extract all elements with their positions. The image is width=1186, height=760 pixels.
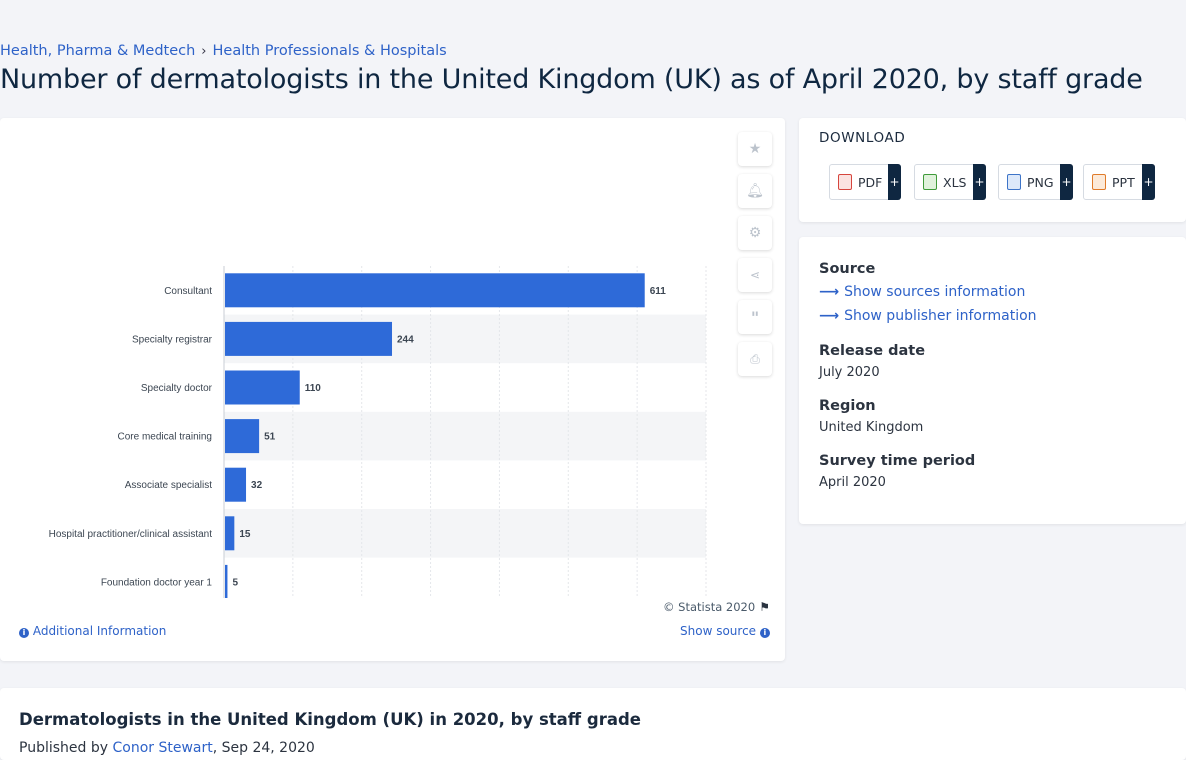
- chart-toolbar: ★ 🔔︎ ⚙ ⋖ " ⎙: [738, 132, 772, 384]
- show-source-link[interactable]: Show source i: [680, 624, 770, 638]
- published-by-prefix: Published by: [19, 740, 113, 756]
- show-publisher-label: Show publisher information: [844, 308, 1037, 324]
- settings-button[interactable]: ⚙: [738, 216, 772, 250]
- top-bar: [0, 0, 1186, 36]
- bar: [225, 467, 247, 502]
- source-info-card: Source ⟶ Show sources information ⟶ Show p…: [799, 237, 1186, 524]
- region-heading: Region: [819, 398, 876, 414]
- gear-icon: ⚙: [748, 225, 762, 241]
- category-label: Specialty doctor: [141, 383, 213, 394]
- show-sources-link[interactable]: ⟶ Show sources information: [819, 284, 1025, 300]
- category-label: Foundation doctor year 1: [101, 577, 213, 588]
- notification-button[interactable]: 🔔︎: [738, 174, 772, 208]
- value-label: 244: [397, 334, 414, 345]
- release-date-value: July 2020: [819, 365, 880, 380]
- additional-info-link[interactable]: i Additional Information: [19, 624, 166, 638]
- release-date-heading: Release date: [819, 343, 926, 359]
- favorite-button[interactable]: ★: [738, 132, 772, 166]
- bar: [225, 516, 235, 551]
- author-link[interactable]: Conor Stewart: [112, 740, 213, 756]
- breadcrumb-separator: ›: [201, 44, 207, 59]
- share-icon: ⋖: [749, 268, 761, 282]
- bar-chart: Consultant 611 Specialty registrar 244 Speci…: [49, 266, 707, 598]
- download-card: DOWNLOAD PDF + XLS + PNG + PPT +: [799, 118, 1186, 222]
- breadcrumb-item-health-professionals[interactable]: Health Professionals & Hospitals: [212, 43, 447, 59]
- survey-period-value: April 2020: [819, 475, 886, 490]
- survey-period-heading: Survey time period: [819, 453, 976, 469]
- category-label: Consultant: [164, 286, 212, 297]
- plus-icon: +: [888, 164, 901, 200]
- breadcrumb-item-health[interactable]: Health, Pharma & Medtech: [0, 43, 196, 59]
- show-source-label: Show source: [680, 624, 757, 638]
- plus-icon: +: [1060, 164, 1073, 200]
- download-pdf-label: PDF: [858, 174, 883, 190]
- value-label: 32: [251, 480, 263, 491]
- download-png-label: PNG: [1027, 174, 1054, 190]
- band-background: [224, 411, 706, 461]
- bar: [225, 273, 645, 308]
- value-label: 110: [305, 383, 322, 394]
- print-button[interactable]: ⎙: [738, 342, 772, 376]
- arrow-right-icon: ⟶: [819, 308, 840, 324]
- quote-icon: ": [750, 307, 760, 327]
- category-label: Specialty registrar: [132, 334, 213, 345]
- publish-date: , Sep 24, 2020: [212, 740, 315, 756]
- value-label: 611: [650, 286, 667, 297]
- category-label: Core medical training: [118, 432, 213, 443]
- bar: [225, 419, 260, 454]
- download-xls-label: XLS: [943, 174, 967, 190]
- category-label: Associate specialist: [125, 480, 212, 491]
- value-label: 51: [264, 432, 276, 443]
- page-title: Number of dermatologists in the United K…: [0, 64, 1143, 95]
- statista-credit: © Statista 2020 ⚑: [663, 600, 770, 614]
- share-button[interactable]: ⋖: [738, 258, 772, 292]
- bar: [225, 564, 228, 598]
- download-xls-button[interactable]: XLS +: [914, 164, 986, 200]
- download-title: DOWNLOAD: [819, 130, 906, 146]
- description-title: Dermatologists in the United Kingdom (UK…: [19, 710, 641, 729]
- description-card: Dermatologists in the United Kingdom (UK…: [0, 688, 1186, 760]
- plus-icon: +: [1142, 164, 1155, 200]
- download-ppt-button[interactable]: PPT +: [1083, 164, 1155, 200]
- category-label: Hospital practitioner/clinical assistant: [49, 529, 213, 540]
- xls-file-icon: [923, 174, 937, 190]
- star-icon: ★: [748, 141, 762, 157]
- download-ppt-label: PPT: [1112, 174, 1135, 190]
- download-png-button[interactable]: PNG +: [998, 164, 1073, 200]
- additional-info-label: Additional Information: [32, 624, 167, 638]
- region-value: United Kingdom: [819, 420, 924, 435]
- info-icon: i: [19, 628, 29, 638]
- png-file-icon: [1007, 174, 1021, 190]
- arrow-right-icon: ⟶: [819, 284, 840, 300]
- cite-button[interactable]: ": [738, 300, 772, 334]
- bar: [225, 321, 393, 356]
- plus-icon: +: [973, 164, 986, 200]
- band-background: [224, 509, 706, 558]
- credit-text: © Statista 2020: [663, 600, 756, 614]
- print-icon: ⎙: [750, 351, 760, 366]
- show-sources-label: Show sources information: [844, 284, 1026, 300]
- breadcrumb: Health, Pharma & Medtech › Health Professi…: [0, 43, 447, 59]
- bell-icon: 🔔︎: [746, 183, 764, 199]
- download-pdf-button[interactable]: PDF +: [829, 164, 901, 200]
- pdf-file-icon: [838, 174, 852, 190]
- bar: [225, 370, 300, 405]
- ppt-file-icon: [1092, 174, 1106, 190]
- info-icon: i: [759, 628, 770, 638]
- value-label: 5: [232, 577, 238, 588]
- published-by: Published by Conor Stewart, Sep 24, 2020: [19, 740, 315, 756]
- flag-icon[interactable]: ⚑: [759, 600, 770, 614]
- show-publisher-link[interactable]: ⟶ Show publisher information: [819, 308, 1037, 324]
- value-label: 15: [239, 529, 251, 540]
- source-heading: Source: [819, 261, 876, 277]
- chart-card: Consultant 611 Specialty registrar 244 Speci…: [0, 118, 785, 661]
